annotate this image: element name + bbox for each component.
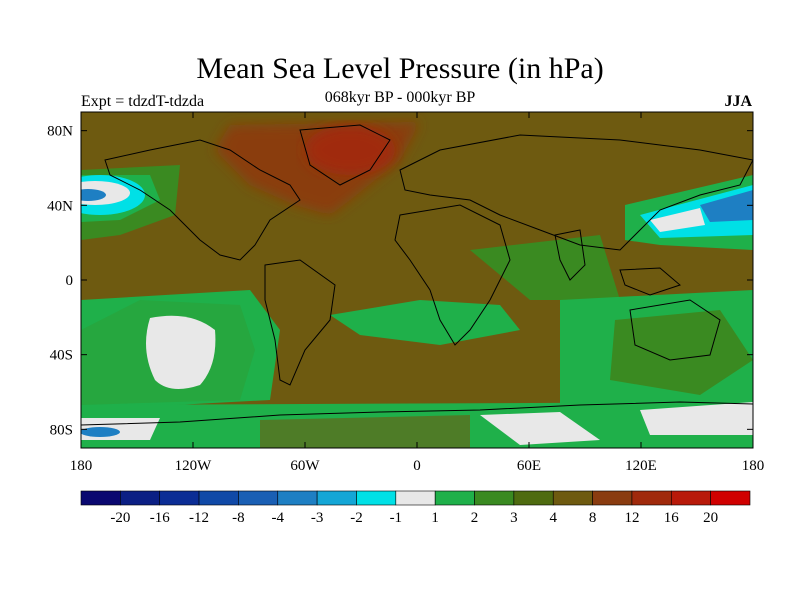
colorbar-label: -16 <box>150 510 170 526</box>
colorbar-swatch <box>513 490 554 506</box>
colorbar-swatch <box>316 490 357 506</box>
pressure-field <box>81 112 753 448</box>
lon-label: 60W <box>290 458 320 474</box>
colorbar-label: 2 <box>471 510 479 526</box>
colorbar-swatch <box>592 490 633 506</box>
southern-ocean-near-zero-central <box>480 412 600 445</box>
lon-label: 120E <box>625 458 657 474</box>
colorbar-swatch <box>710 490 751 506</box>
peak-anomaly-greenland <box>305 125 395 175</box>
colorbar-label: -8 <box>232 510 245 526</box>
experiment-label: Expt = tdzdT-tdzda <box>81 93 205 110</box>
lat-label: 0 <box>66 273 74 289</box>
colorbar-swatch <box>395 490 436 506</box>
south-atlantic-green <box>330 300 520 345</box>
lon-label: 180 <box>742 458 765 474</box>
colorbar-swatch <box>474 490 515 506</box>
north-pacific-blue <box>81 189 106 201</box>
colorbar-swatch <box>434 490 475 506</box>
colorbar-label: 3 <box>510 510 518 526</box>
colorbar-swatch <box>159 490 200 506</box>
southern-ocean-blue <box>81 427 120 437</box>
nw-pacific-blue <box>700 190 753 222</box>
colorbar-swatch <box>670 490 711 506</box>
nw-pacific-near-zero <box>650 208 705 232</box>
colorbar-swatch <box>356 490 397 506</box>
colorbar-label: -12 <box>189 510 209 526</box>
lon-label: 0 <box>413 458 421 474</box>
colorbar-swatch <box>277 490 318 506</box>
southern-ocean-near-zero-east <box>640 402 753 435</box>
colorbar-label: 12 <box>624 510 639 526</box>
map-subtitle: 068kyr BP - 000kyr BP <box>324 89 476 106</box>
colorbar-label: 20 <box>703 510 718 526</box>
colorbar-label: -3 <box>311 510 324 526</box>
colorbar-label: 4 <box>549 510 557 526</box>
season-label: JJA <box>724 93 752 110</box>
colorbar-swatch <box>120 490 161 506</box>
map-title: Mean Sea Level Pressure (in hPa) <box>196 52 604 85</box>
lat-label: 80S <box>50 422 73 438</box>
colorbar-swatch <box>238 490 279 506</box>
lon-label: 120W <box>175 458 213 474</box>
colorbar-label: -20 <box>110 510 130 526</box>
lat-label: 80N <box>47 124 73 140</box>
colorbar-swatch <box>631 490 672 506</box>
south-pacific-near-zero <box>146 315 216 389</box>
colorbar-label: 16 <box>664 510 680 526</box>
colorbar-swatch <box>198 490 239 506</box>
lat-label: 40N <box>47 198 73 214</box>
colorbar-swatch <box>80 490 121 506</box>
lon-label: 180 <box>70 458 93 474</box>
colorbar-label: -2 <box>350 510 363 526</box>
coastlines <box>81 124 753 426</box>
latitude-axis: 80N 40N 0 40S 80S <box>47 124 753 438</box>
colorbar: -20 -16 -12 -8 -4 -3 -2 -1 1 2 3 4 8 12 16 20 <box>80 490 751 526</box>
colorbar-swatch <box>552 490 593 506</box>
colorbar-label: 1 <box>431 510 439 526</box>
colorbar-label: 8 <box>589 510 597 526</box>
colorbar-label: -4 <box>272 510 285 526</box>
lon-label: 60E <box>517 458 541 474</box>
lat-label: 40S <box>50 348 73 364</box>
colorbar-label: -1 <box>390 510 403 526</box>
longitude-axis: 180 120W 60W 0 60E 120E 180 <box>70 112 765 474</box>
